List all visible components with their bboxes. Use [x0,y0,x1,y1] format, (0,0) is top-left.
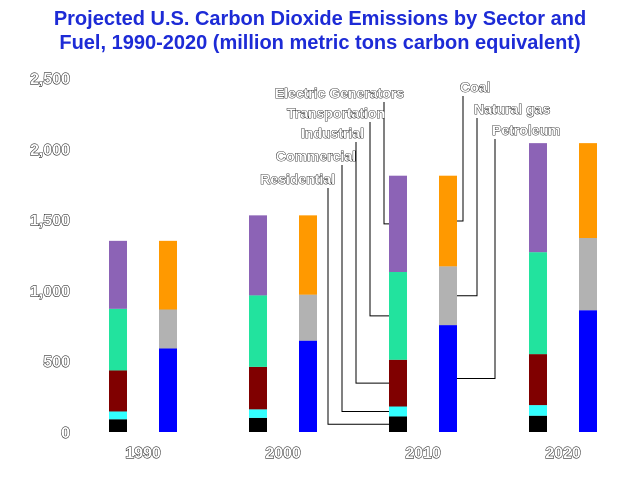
callout-petroleum: Petroleum [492,122,560,138]
bar-fuel-natural-gas-2020 [579,238,597,311]
y-tick-label-0: 0 [61,425,70,442]
bar-fuel-petroleum-2000 [299,340,317,432]
bar-fuel-coal-2010 [439,175,457,267]
bar-sector-transportation-2010 [389,271,407,360]
bar-sector-commercial-2020 [529,405,547,416]
bar-sector-electric-generators-2000 [249,215,267,296]
bar-sector-transportation-2020 [529,252,547,355]
x-tick-label-2020: 2020 [545,445,581,462]
y-tick-label-2000: 2,000 [30,142,70,159]
x-tick-label-1990: 1990 [125,445,161,462]
leader-transportation [369,122,389,317]
y-tick-label-2500: 2,500 [30,71,70,88]
bar-sector-residential-2000 [249,417,267,432]
bar-fuel-natural-gas-2000 [299,294,317,341]
bar-sector-transportation-2000 [249,295,267,367]
callout-commercial: Commercial [276,148,356,164]
chart-title-line-2: Fuel, 1990-2020 (million metric tons car… [59,32,581,54]
bar-sector-residential-2010 [389,416,407,432]
bar-fuel-coal-2000 [299,215,317,295]
callout-industrial: Industrial [301,125,364,141]
bar-sector-electric-generators-2020 [529,143,547,253]
bar-fuel-petroleum-2020 [579,310,597,432]
bar-sector-electric-generators-1990 [109,240,127,309]
bar-fuel-natural-gas-1990 [159,309,177,349]
bar-fuel-petroleum-1990 [159,348,177,432]
y-tick-label-1000: 1,000 [30,283,70,300]
leader-residential [327,188,389,425]
bar-fuel-coal-2020 [579,143,597,239]
x-tick-label-2010: 2010 [405,445,441,462]
leader-electric-generators [383,102,389,225]
leader-natural-gas [457,118,478,297]
bar-sector-commercial-2010 [389,406,407,417]
y-tick-label-1500: 1,500 [30,213,70,230]
bar-fuel-coal-1990 [159,240,177,310]
leader-commercial [341,165,389,412]
callout-residential: Residential [260,171,335,187]
bar-fuel-petroleum-2010 [439,325,457,432]
bar-sector-residential-1990 [109,419,127,432]
bar-sector-industrial-2020 [529,354,547,406]
callout-coal: Coal [460,79,490,95]
bar-sector-commercial-2000 [249,409,267,418]
bar-sector-residential-2020 [529,415,547,432]
leader-coal [457,96,464,222]
callout-natural-gas: Natural gas [474,101,550,117]
callout-transportation: Transportation [287,105,385,121]
leader-petroleum [457,139,496,380]
leader-industrial [355,142,389,384]
callout-electric-generators: Electric Generators [275,85,404,101]
bar-sector-industrial-2010 [389,359,407,407]
bar-sector-commercial-1990 [109,411,127,420]
bar-sector-industrial-1990 [109,370,127,412]
bar-sector-transportation-1990 [109,308,127,371]
chart-title-line-1: Projected U.S. Carbon Dioxide Emissions … [53,8,587,30]
bar-fuel-natural-gas-2010 [439,266,457,326]
bar-sector-electric-generators-2010 [389,175,407,272]
x-tick-label-2000: 2000 [265,445,301,462]
y-tick-label-500: 500 [43,354,70,371]
bar-sector-industrial-2000 [249,366,267,410]
